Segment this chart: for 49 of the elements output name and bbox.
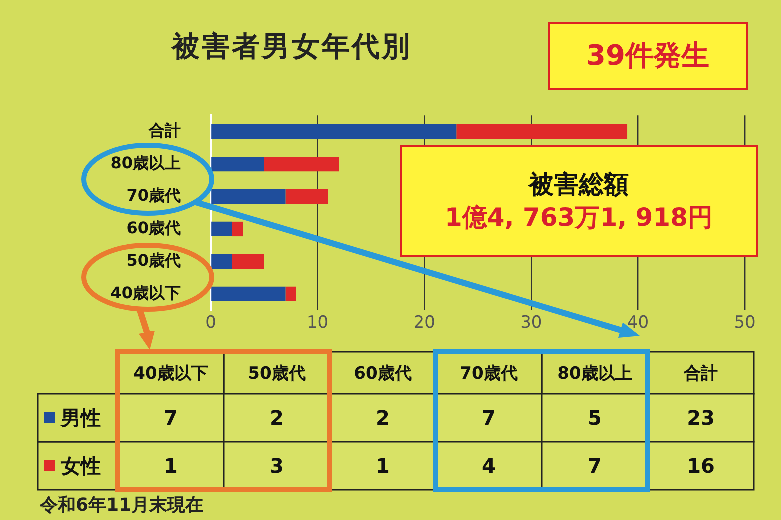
x-tick-label: 20 [414, 313, 436, 334]
bar [232, 222, 244, 237]
banner: 被害総額 1億4, 763万1, 918円 [400, 145, 758, 257]
annotation: 被害総額 [529, 169, 629, 201]
data-label: 23 [687, 406, 715, 430]
y-tick-label: 合計 [148, 120, 181, 140]
data-label: 7 [588, 454, 602, 478]
bar [286, 189, 328, 204]
y-tick-label: 40歳以下 [110, 283, 181, 302]
data-label: 5 [588, 406, 602, 430]
text: 令和6年11月末現在 [40, 494, 204, 517]
x-tick-label: 0 [206, 313, 216, 334]
x-tick-label: 70歳代 [460, 364, 518, 384]
x-tick-label: 80歳以上 [558, 364, 632, 384]
x-tick-label: 10 [306, 313, 329, 334]
annotation: 1億4, 763万1, 918円 [445, 202, 713, 234]
y-tick-label: 60歳代 [126, 218, 181, 238]
data-label: 2 [376, 406, 390, 430]
data-label: 1 [164, 454, 178, 478]
bar [456, 124, 628, 140]
bar [264, 156, 340, 172]
data-label: 7 [164, 406, 178, 430]
data-label: 7 [482, 406, 496, 430]
x-tick-label: 50 [734, 313, 756, 334]
bar [212, 222, 232, 237]
data-label: 3 [270, 454, 284, 478]
bar [232, 254, 264, 270]
x-tick-label: 合計 [683, 364, 718, 384]
bar [212, 124, 457, 140]
y-tick-label: 70歳代 [126, 186, 181, 205]
y-tick-label: 80歳以上 [110, 153, 181, 172]
bar [286, 286, 296, 302]
y-tick-label: 50歳代 [126, 250, 181, 270]
x-tick-label: 60歳代 [354, 364, 412, 384]
data-label: 1 [376, 454, 390, 478]
data-label: 16 [687, 454, 715, 478]
banner: 39件発生 [548, 22, 748, 90]
bar [212, 189, 286, 204]
bar [212, 286, 286, 302]
bar [212, 254, 232, 270]
chart-title: 被害者男女年代別 [172, 29, 412, 65]
x-tick-label: 40 [627, 313, 650, 334]
data-label: 4 [482, 454, 496, 478]
x-tick-label: 50歳代 [248, 364, 306, 384]
bar [212, 156, 264, 172]
y-tick-label: 女性 [60, 454, 101, 478]
x-tick-label: 30 [520, 313, 542, 334]
y-tick-label: 男性 [60, 406, 101, 430]
data-label: 2 [270, 406, 284, 430]
